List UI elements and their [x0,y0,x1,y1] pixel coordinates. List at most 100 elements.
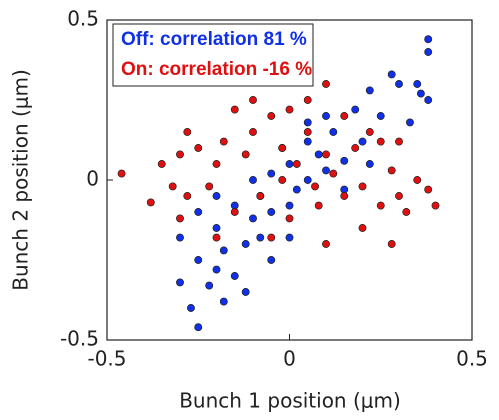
y-axis-label: Bunch 2 position (μm) [9,69,33,291]
scatter-point [395,80,403,88]
scatter-point [212,192,221,200]
scatter-point [311,182,319,191]
scatter-point [256,192,265,200]
x-tick-label: 0 [283,347,296,371]
scatter-point [205,182,214,191]
scatter-point [303,137,312,146]
scatter-point [267,112,276,120]
scatter-point [365,160,374,168]
scatter-point [322,80,330,88]
scatter-point [157,160,166,168]
scatter-point [176,150,184,159]
scatter-point [194,256,203,264]
scatter-point [395,192,403,200]
scatter-point [241,240,250,248]
scatter-point [241,150,250,159]
y-tick-label: -0.5 [60,327,99,351]
scatter-point [395,137,403,146]
scatter-point [431,201,440,210]
scatter-point [285,105,294,114]
scatter-point [424,185,433,194]
scatter-point [314,150,323,159]
scatter-point [285,233,294,242]
scatter-point [249,128,257,136]
scatter-point [285,214,294,223]
scatter-point [292,160,301,168]
scatter-point [183,128,192,136]
scatter-point [376,201,385,210]
scatter-point [413,80,422,88]
scatter-point [424,35,433,44]
scatter-point [406,118,414,127]
scatter-point [186,304,195,312]
scatter-point [424,96,433,104]
y-tick-label: 0 [86,167,99,191]
scatter-point [402,208,411,216]
y-tick-label: 0.5 [67,7,99,31]
scatter-point [329,128,338,136]
scatter-point [387,70,396,79]
scatter-point [303,96,312,104]
scatter-point [212,233,221,242]
scatter-point [278,144,287,152]
scatter-point [176,278,184,287]
scatter-point [267,256,276,264]
scatter-point [292,185,301,194]
scatter-point [219,246,228,255]
scatter-point [176,214,184,223]
scatter-point [194,208,203,216]
scatter-point [194,144,203,152]
scatter-point [351,144,360,152]
scatter-point [212,224,221,232]
scatter-point [314,201,323,210]
scatter-point [358,137,367,146]
scatter-point [183,192,192,200]
scatter-point [358,182,367,191]
x-tick-label: 0.5 [456,347,488,371]
scatter-point [413,176,422,184]
scatter-point [322,150,330,159]
scatter-point [424,48,433,56]
scatter-point [212,265,221,274]
scatter-point [303,118,312,127]
scatter-point [387,240,396,248]
scatter-point [176,233,184,242]
scatter-point [205,281,214,290]
legend-entry: Off: correlation 81 % [121,29,307,50]
scatter-point [256,233,265,242]
x-tick-label: -0.5 [87,347,126,371]
scatter-point [267,169,276,178]
scatter-point [365,86,374,95]
scatter-point [267,208,276,216]
scatter-point [146,198,155,207]
scatter-point [278,176,287,184]
scatter-point [285,201,294,210]
scatter-point [322,240,330,248]
scatter-point [303,128,312,136]
scatter-point [351,105,360,114]
scatter-point [303,176,312,184]
scatter-point [230,105,239,114]
scatter-point [249,96,257,104]
scatter-point [212,160,221,168]
scatter-point [249,214,257,223]
scatter-point [168,182,177,191]
legend-entry: On: correlation -16 % [121,59,312,80]
scatter-point [376,112,385,120]
scatter-point [241,288,250,296]
scatter-point [219,137,228,146]
scatter-point [267,233,276,242]
scatter-point [340,156,349,165]
x-axis-label: Bunch 1 position (μm) [179,389,401,413]
scatter-point [117,169,126,178]
scatter-point [194,323,203,332]
scatter-point [230,208,239,216]
scatter-point [322,112,330,120]
scatter-point [387,166,396,175]
scatter-point [340,192,349,200]
scatter-point [376,137,385,146]
scatter-point [365,128,374,136]
scatter-point [340,112,349,120]
scatter-point [329,169,338,178]
